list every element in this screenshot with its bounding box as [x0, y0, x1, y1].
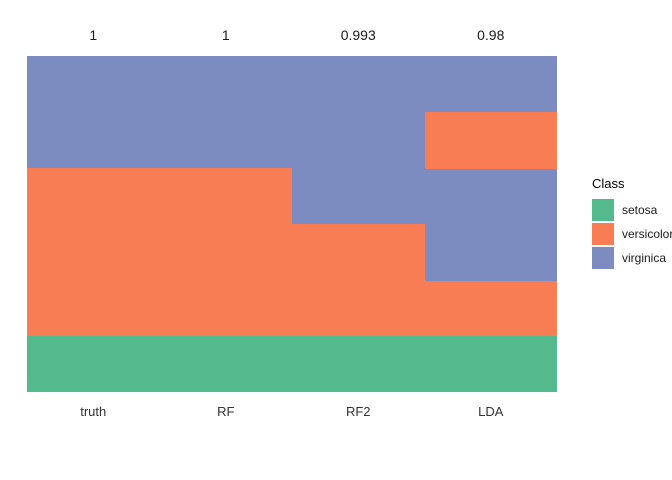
- segment-setosa: [159, 335, 292, 392]
- x-tick-truth: truth: [80, 404, 107, 419]
- score-label-RF2: 0.993: [340, 27, 376, 43]
- score-labels: 1 1 0.993 0.98: [27, 26, 557, 44]
- legend-label-versicolor: versicolor: [622, 227, 672, 241]
- legend-swatch-versicolor: [592, 223, 614, 245]
- segment-setosa: [27, 335, 160, 392]
- score-label-RF: 1: [221, 27, 230, 43]
- segment-versicolor: [159, 167, 292, 336]
- segment-virginica: [159, 56, 292, 168]
- column-RF2: [292, 56, 425, 392]
- legend-item-virginica: virginica: [592, 247, 672, 269]
- legend-item-versicolor: versicolor: [592, 223, 672, 245]
- segment-virginica: [424, 56, 557, 112]
- score-label-LDA: 0.98: [477, 27, 505, 43]
- legend-title: Class: [592, 176, 625, 191]
- legend-items: setosa versicolor virginica: [592, 199, 672, 269]
- segment-versicolor: [27, 167, 160, 336]
- segment-setosa: [424, 335, 557, 392]
- segment-setosa: [292, 335, 425, 392]
- legend-swatch-virginica: [592, 247, 614, 269]
- segment-versicolor: [424, 112, 557, 169]
- column-LDA: [424, 56, 557, 392]
- segment-virginica: [292, 56, 425, 224]
- x-tick-LDA: LDA: [478, 404, 504, 419]
- column-truth: [27, 56, 160, 392]
- column-RF: [159, 56, 292, 392]
- score-label-truth: 1: [89, 27, 98, 43]
- x-axis: truth RF RF2 LDA: [27, 404, 557, 420]
- plot-area: [27, 56, 557, 392]
- x-tick-RF: RF: [217, 404, 235, 419]
- x-tick-RF2: RF2: [345, 404, 371, 419]
- segment-versicolor: [292, 224, 425, 336]
- segment-virginica: [27, 56, 160, 168]
- legend-label-virginica: virginica: [622, 251, 667, 265]
- legend-item-setosa: setosa: [592, 199, 672, 221]
- segment-versicolor: [424, 280, 557, 336]
- legend-swatch-setosa: [592, 199, 614, 221]
- legend: Class setosa versicolor virginica: [592, 177, 672, 271]
- legend-label-setosa: setosa: [622, 203, 658, 217]
- segment-virginica: [424, 168, 557, 281]
